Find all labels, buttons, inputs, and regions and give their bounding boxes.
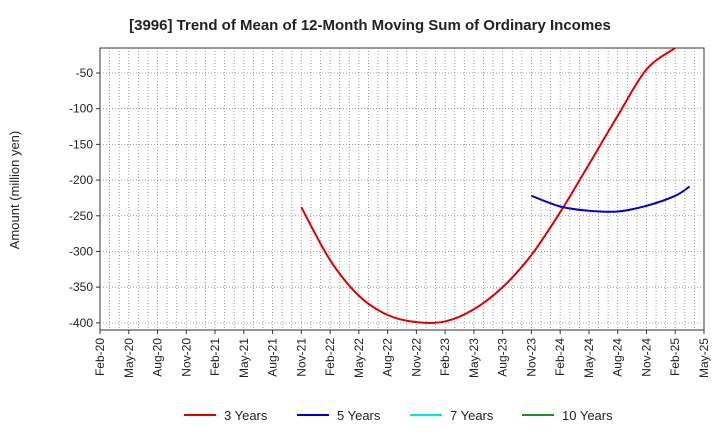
y-axis-label: Amount (million yen) [7,131,22,250]
gridlines [100,48,704,330]
legend-label: 10 Years [562,408,613,423]
y-axis: -50 -100 -150 -200 -250 -300 -350 -400 [69,66,100,330]
x-tick-label: Aug-22 [381,338,395,377]
x-tick-label: Feb-23 [438,338,452,376]
x-tick-label: Aug-21 [266,338,280,377]
x-tick-label: May-23 [467,338,481,378]
series-line-3-years [300,47,676,324]
legend-label: 5 Years [337,408,381,423]
x-tick-label: Aug-23 [496,338,510,377]
y-tick-label: -250 [69,209,93,223]
x-tick-label: Nov-22 [409,338,423,377]
x-tick-label: May-25 [697,338,711,378]
x-tick-label: Nov-20 [179,338,193,377]
plot-area [99,47,705,331]
y-tick-label: -300 [69,244,93,258]
y-tick-label: -350 [69,280,93,294]
x-tick-label: Nov-21 [294,338,308,377]
y-tick-label: -100 [69,102,93,116]
x-tick-label: Feb-25 [668,338,682,376]
series-line-5-years [531,185,691,213]
x-tick-label: Feb-21 [208,338,222,376]
x-tick-label: May-21 [237,338,251,378]
chart-title: [3996] Trend of Mean of 12-Month Moving … [129,17,611,34]
x-tick-label: May-20 [122,338,136,378]
x-tick-label: Feb-22 [323,338,337,376]
legend-label: 7 Years [450,408,494,423]
y-tick-label: -400 [69,316,93,330]
x-tick-label: Feb-20 [93,338,107,376]
x-tick-label: Nov-24 [639,338,653,377]
x-tick-label: May-24 [582,338,596,378]
x-tick-label: Aug-20 [151,338,165,377]
y-tick-label: -200 [69,173,93,187]
x-tick-label: Feb-24 [553,338,567,376]
x-tick-label: May-22 [352,338,366,378]
y-tick-label: -150 [69,137,93,151]
legend: 3 Years 5 Years 7 Years 10 Years [184,408,613,423]
series-lines [300,47,691,324]
x-tick-label: Aug-24 [611,338,625,377]
y-tick-label: -50 [76,66,94,80]
x-axis: Feb-20 May-20 Aug-20 Nov-20 Feb-21 May-21 Aug-… [93,330,711,378]
x-tick-label: Nov-23 [524,338,538,377]
legend-label: 3 Years [224,408,268,423]
